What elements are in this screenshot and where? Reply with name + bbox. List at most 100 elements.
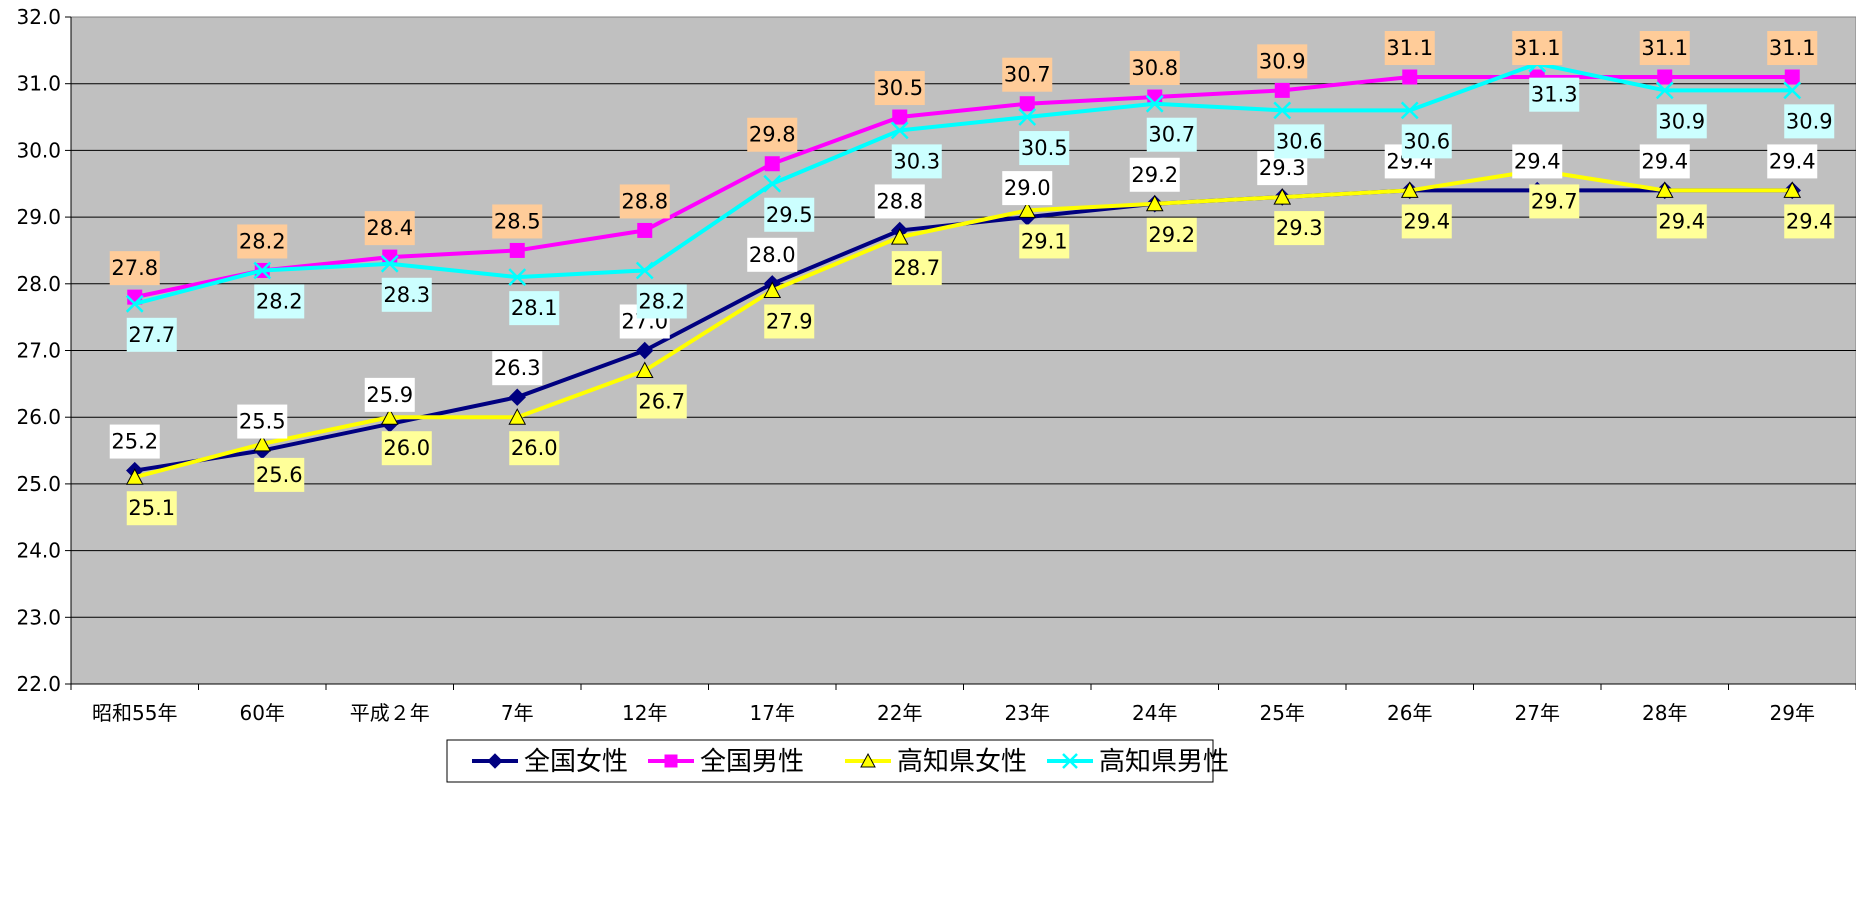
series-line <box>134 61 1793 306</box>
legend-item: 高知県男性 <box>1047 747 1229 777</box>
svg-text:28.2: 28.2 <box>239 229 286 253</box>
svg-text:28.7: 28.7 <box>893 256 940 280</box>
data-label: 28.2 <box>237 224 288 259</box>
data-label: 25.9 <box>364 377 415 412</box>
data-label: 28.7 <box>891 251 942 286</box>
data-label: 29.0 <box>1002 171 1053 206</box>
svg-text:25.6: 25.6 <box>256 463 303 487</box>
svg-text:27.7: 27.7 <box>128 323 175 347</box>
y-tick-label: 26.0 <box>16 405 61 429</box>
svg-text:26.3: 26.3 <box>494 356 541 380</box>
series-group <box>125 54 1802 485</box>
diamond-marker <box>636 341 654 360</box>
x-marker <box>1273 101 1292 120</box>
square-marker <box>1402 69 1418 85</box>
data-label: 28.3 <box>381 277 432 312</box>
x-marker <box>763 174 782 193</box>
data-label: 28.0 <box>747 237 798 272</box>
triangle-marker <box>1273 188 1292 205</box>
svg-text:26.0: 26.0 <box>383 436 430 460</box>
svg-text:25.1: 25.1 <box>128 496 175 520</box>
data-label: 30.6 <box>1274 124 1325 159</box>
data-label: 27.7 <box>126 317 177 352</box>
x-marker <box>890 121 909 140</box>
x-tick-label: 17年 <box>750 701 795 725</box>
svg-text:29.4: 29.4 <box>1786 209 1833 233</box>
data-label: 28.1 <box>509 291 560 326</box>
svg-text:29.5: 29.5 <box>766 203 813 227</box>
x-tick-label: 26年 <box>1387 701 1432 725</box>
x-marker <box>1018 108 1037 126</box>
data-label: 29.4 <box>1656 204 1707 239</box>
svg-text:26.7: 26.7 <box>638 390 685 414</box>
data-label: 30.9 <box>1784 104 1835 139</box>
triangle-marker <box>1783 181 1802 198</box>
triangle-marker <box>890 228 909 245</box>
triangle-marker <box>253 434 272 452</box>
x-marker <box>253 261 272 280</box>
triangle-marker <box>1018 201 1037 218</box>
x-marker <box>1145 94 1164 113</box>
diamond-marker <box>508 388 526 406</box>
data-label: 25.5 <box>237 404 288 439</box>
svg-text:31.1: 31.1 <box>1769 36 1816 60</box>
series-line <box>134 75 1793 300</box>
y-tick-label: 31.0 <box>16 72 61 96</box>
data-label: 26.7 <box>636 384 687 419</box>
x-marker <box>380 254 399 273</box>
svg-text:30.7: 30.7 <box>1148 123 1195 147</box>
x-marker <box>1655 81 1674 100</box>
x-marker <box>125 294 144 313</box>
y-tick-label: 29.0 <box>16 205 61 229</box>
triangle-marker <box>860 752 876 768</box>
data-label: 30.5 <box>1019 131 1070 166</box>
x-tick-label: 25年 <box>1260 701 1305 725</box>
svg-text:25.2: 25.2 <box>111 430 158 454</box>
x-marker <box>1062 753 1078 769</box>
x-tick-label: 平成２年 <box>350 701 430 725</box>
svg-text:全国男性: 全国男性 <box>700 747 804 777</box>
data-label: 30.7 <box>1146 117 1197 152</box>
x-tick-label: 27年 <box>1515 701 1560 725</box>
data-label: 29.7 <box>1529 184 1580 219</box>
data-label: 28.2 <box>636 284 687 319</box>
y-tick-label: 28.0 <box>16 272 61 296</box>
svg-text:27.9: 27.9 <box>766 309 813 333</box>
square-marker <box>509 242 525 258</box>
svg-text:29.4: 29.4 <box>1403 209 1450 233</box>
x-tick-label: 12年 <box>622 701 667 725</box>
data-label: 28.4 <box>364 211 415 246</box>
svg-text:30.9: 30.9 <box>1786 109 1833 133</box>
square-marker <box>664 754 678 768</box>
data-label: 31.1 <box>1512 31 1563 66</box>
data-label: 30.7 <box>1002 57 1053 92</box>
y-tick-label: 30.0 <box>16 138 61 162</box>
data-label: 28.5 <box>492 204 543 239</box>
square-marker <box>637 222 653 238</box>
svg-text:26.0: 26.0 <box>511 436 558 460</box>
data-label: 25.2 <box>109 424 160 459</box>
data-label: 26.0 <box>509 431 560 466</box>
square-marker <box>1657 69 1673 85</box>
data-label: 30.6 <box>1401 124 1452 159</box>
data-label: 29.1 <box>1019 224 1070 259</box>
y-tick-label: 24.0 <box>16 539 61 563</box>
svg-text:高知県女性: 高知県女性 <box>897 747 1027 777</box>
data-label: 29.4 <box>1401 204 1452 239</box>
y-tick-label: 32.0 <box>16 5 61 29</box>
square-marker <box>892 109 908 125</box>
x-marker <box>1400 101 1419 120</box>
svg-text:30.9: 30.9 <box>1658 109 1705 133</box>
legend-item: 高知県女性 <box>845 747 1027 777</box>
data-label: 25.1 <box>126 491 177 526</box>
svg-text:28.8: 28.8 <box>621 189 668 213</box>
y-tick-label: 25.0 <box>16 472 61 496</box>
svg-text:31.1: 31.1 <box>1514 36 1561 60</box>
data-label: 29.8 <box>747 117 798 152</box>
y-tick-label: 27.0 <box>16 339 61 363</box>
svg-text:高知県男性: 高知県男性 <box>1099 747 1229 777</box>
data-label: 29.4 <box>1512 144 1563 179</box>
triangle-marker <box>380 408 399 425</box>
data-label: 29.2 <box>1129 157 1180 192</box>
svg-text:28.5: 28.5 <box>494 209 541 233</box>
